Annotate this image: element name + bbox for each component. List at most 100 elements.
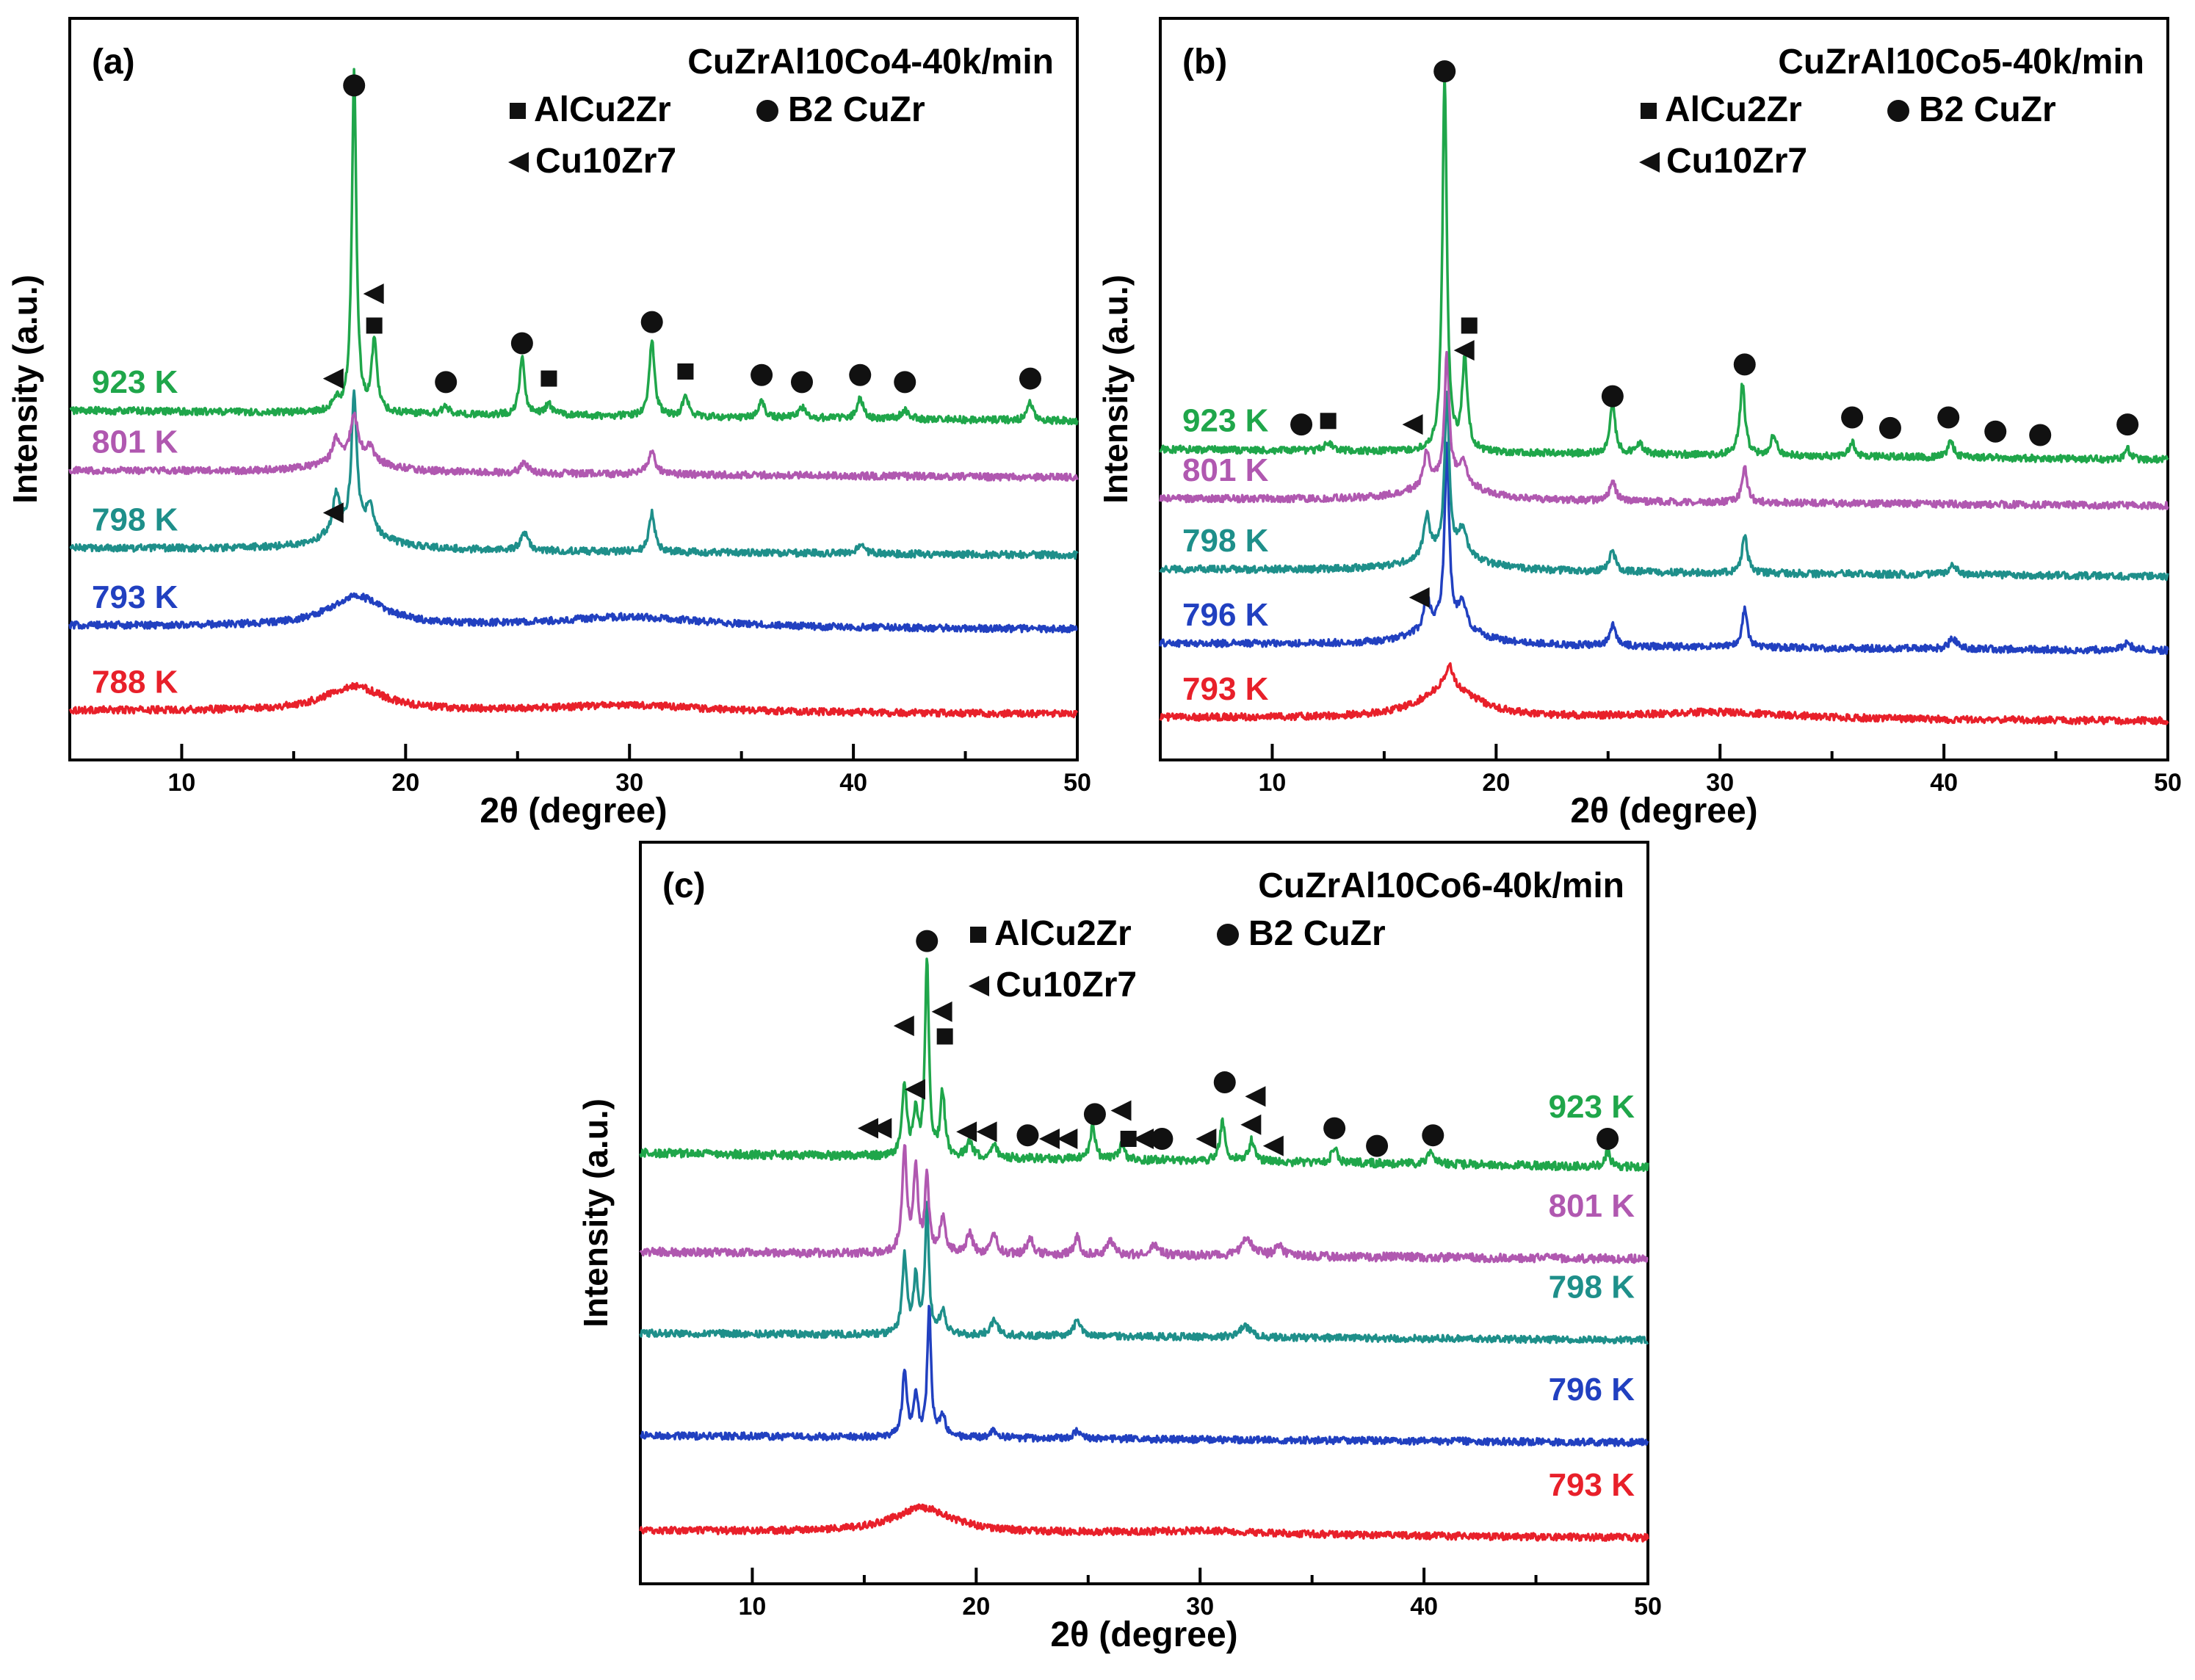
- legend-circle-icon: [1217, 924, 1239, 946]
- legend-circle-icon: [756, 100, 778, 122]
- series-label: 798 K: [1182, 523, 1269, 559]
- b2-cuzr-marker: [1019, 367, 1041, 390]
- series-line-801-k: [1159, 350, 2169, 510]
- series-label: 801 K: [92, 424, 178, 460]
- x-tick-label: 20: [962, 1593, 990, 1621]
- series-labels: 793 K 796 K 798 K 801 K 923 K: [1182, 403, 1269, 708]
- series-label: 798 K: [92, 502, 178, 537]
- x-tick-label: 30: [615, 769, 643, 797]
- panel-label: (b): [1182, 43, 1227, 82]
- cu10zr7-marker: [1453, 340, 1475, 361]
- chart-title: CuZrAl10Co6-40k/min: [1258, 866, 1624, 905]
- x-axis: 10 20 30 40 50: [68, 744, 1091, 797]
- legend: AlCu2Zr B2 CuZr Cu10Zr7: [1639, 90, 2056, 181]
- series-label: 801 K: [1182, 452, 1269, 488]
- panel-label: (c): [662, 866, 706, 905]
- b2-cuzr-marker: [510, 332, 533, 355]
- legend-label: Cu10Zr7: [996, 966, 1137, 1004]
- b2-cuzr-marker: [790, 371, 813, 394]
- cu10zr7-marker: [1057, 1129, 1078, 1149]
- series-label: 793 K: [1182, 671, 1269, 707]
- x-axis-label: 2θ (degree): [480, 792, 667, 830]
- series-label: 801 K: [1549, 1188, 1635, 1224]
- series-line-798-k: [1159, 391, 2169, 582]
- x-tick-label: 40: [1930, 769, 1958, 797]
- cu10zr7-marker: [322, 502, 344, 524]
- x-tick-label: 10: [739, 1593, 767, 1621]
- series-curves: [68, 68, 1079, 719]
- legend-triangle-icon: [1639, 152, 1660, 173]
- legend-label: B2 CuZr: [1248, 914, 1386, 953]
- alcu2zr-marker: [540, 370, 557, 387]
- alcu2zr-marker: [677, 363, 694, 380]
- b2-cuzr-marker: [1422, 1124, 1444, 1147]
- legend-label: B2 CuZr: [1919, 90, 2056, 129]
- series-label: 788 K: [92, 665, 178, 700]
- b2-cuzr-marker: [435, 371, 458, 394]
- legend-label: Cu10Zr7: [1666, 142, 1807, 181]
- cu10zr7-marker: [1110, 1100, 1132, 1121]
- series-label: 923 K: [92, 364, 178, 400]
- cu10zr7-marker: [976, 1121, 997, 1143]
- x-tick-label: 20: [1482, 769, 1510, 797]
- b2-cuzr-marker: [2029, 424, 2052, 446]
- x-tick-label: 40: [1410, 1593, 1438, 1621]
- series-line-801-k: [639, 1144, 1649, 1264]
- x-tick-label: 40: [839, 769, 867, 797]
- b2-cuzr-marker: [1937, 406, 1960, 429]
- legend-triangle-icon: [508, 152, 529, 173]
- b2-cuzr-marker: [1601, 385, 1624, 408]
- cu10zr7-marker: [905, 1079, 926, 1100]
- series-label: 796 K: [1549, 1372, 1635, 1408]
- b2-cuzr-marker: [1366, 1134, 1389, 1157]
- alcu2zr-marker: [366, 317, 383, 334]
- series-labels: 793 K 796 K 798 K 801 K 923 K: [1549, 1089, 1635, 1503]
- series-line-788-k: [68, 681, 1079, 719]
- chart-title: CuZrAl10Co4-40k/min: [687, 43, 1054, 82]
- series-line-796-k: [640, 1305, 1649, 1447]
- cu10zr7-marker: [1038, 1129, 1060, 1149]
- b2-cuzr-marker: [751, 363, 773, 386]
- legend-label: AlCu2Zr: [994, 914, 1132, 953]
- legend: AlCu2Zr B2 CuZr Cu10Zr7: [969, 914, 1386, 1004]
- x-tick-label: 50: [1634, 1593, 1662, 1621]
- series-line-801-k: [68, 411, 1079, 482]
- cu10zr7-marker: [1133, 1129, 1154, 1149]
- b2-cuzr-marker: [916, 930, 939, 952]
- cu10zr7-marker: [1240, 1114, 1262, 1135]
- cu10zr7-marker: [1262, 1135, 1284, 1156]
- cu10zr7-marker: [857, 1118, 878, 1139]
- b2-cuzr-marker: [2116, 413, 2139, 436]
- x-tick-label: 50: [1063, 769, 1091, 797]
- series-curves: [1159, 71, 2169, 725]
- b2-cuzr-marker: [894, 371, 916, 394]
- series-label: 796 K: [1182, 597, 1269, 633]
- legend-square-icon: [510, 103, 526, 119]
- b2-cuzr-marker: [343, 74, 366, 97]
- cu10zr7-marker: [1409, 587, 1430, 608]
- legend-label: AlCu2Zr: [534, 90, 671, 129]
- series-line-923-k: [639, 957, 1649, 1172]
- cu10zr7-marker: [1245, 1086, 1266, 1107]
- alcu2zr-marker: [936, 1028, 953, 1045]
- cu10zr7-marker: [322, 368, 344, 389]
- b2-cuzr-marker: [1083, 1103, 1106, 1126]
- y-axis-label: Intensity (a.u.): [6, 275, 44, 504]
- plot-frame: [1159, 17, 2169, 761]
- series-line-798-k: [639, 1201, 1649, 1345]
- panel-a: 10 20 30 40 50 788 K 793 K 798 K 801 K 923 K (a)…: [6, 17, 1091, 830]
- b2-cuzr-marker: [1213, 1071, 1236, 1094]
- cu10zr7-marker: [363, 283, 384, 305]
- y-axis-label: Intensity (a.u.): [1096, 275, 1135, 504]
- x-tick-label: 50: [2154, 769, 2182, 797]
- legend-label: B2 CuZr: [788, 90, 925, 129]
- series-line-793-k: [639, 1503, 1649, 1543]
- x-tick-label: 10: [1259, 769, 1287, 797]
- plot-frame: [68, 17, 1079, 761]
- b2-cuzr-marker: [1733, 353, 1756, 376]
- cu10zr7-marker: [1402, 414, 1423, 435]
- b2-cuzr-marker: [1878, 416, 1901, 439]
- legend-square-icon: [1641, 103, 1657, 119]
- b2-cuzr-marker: [849, 363, 872, 386]
